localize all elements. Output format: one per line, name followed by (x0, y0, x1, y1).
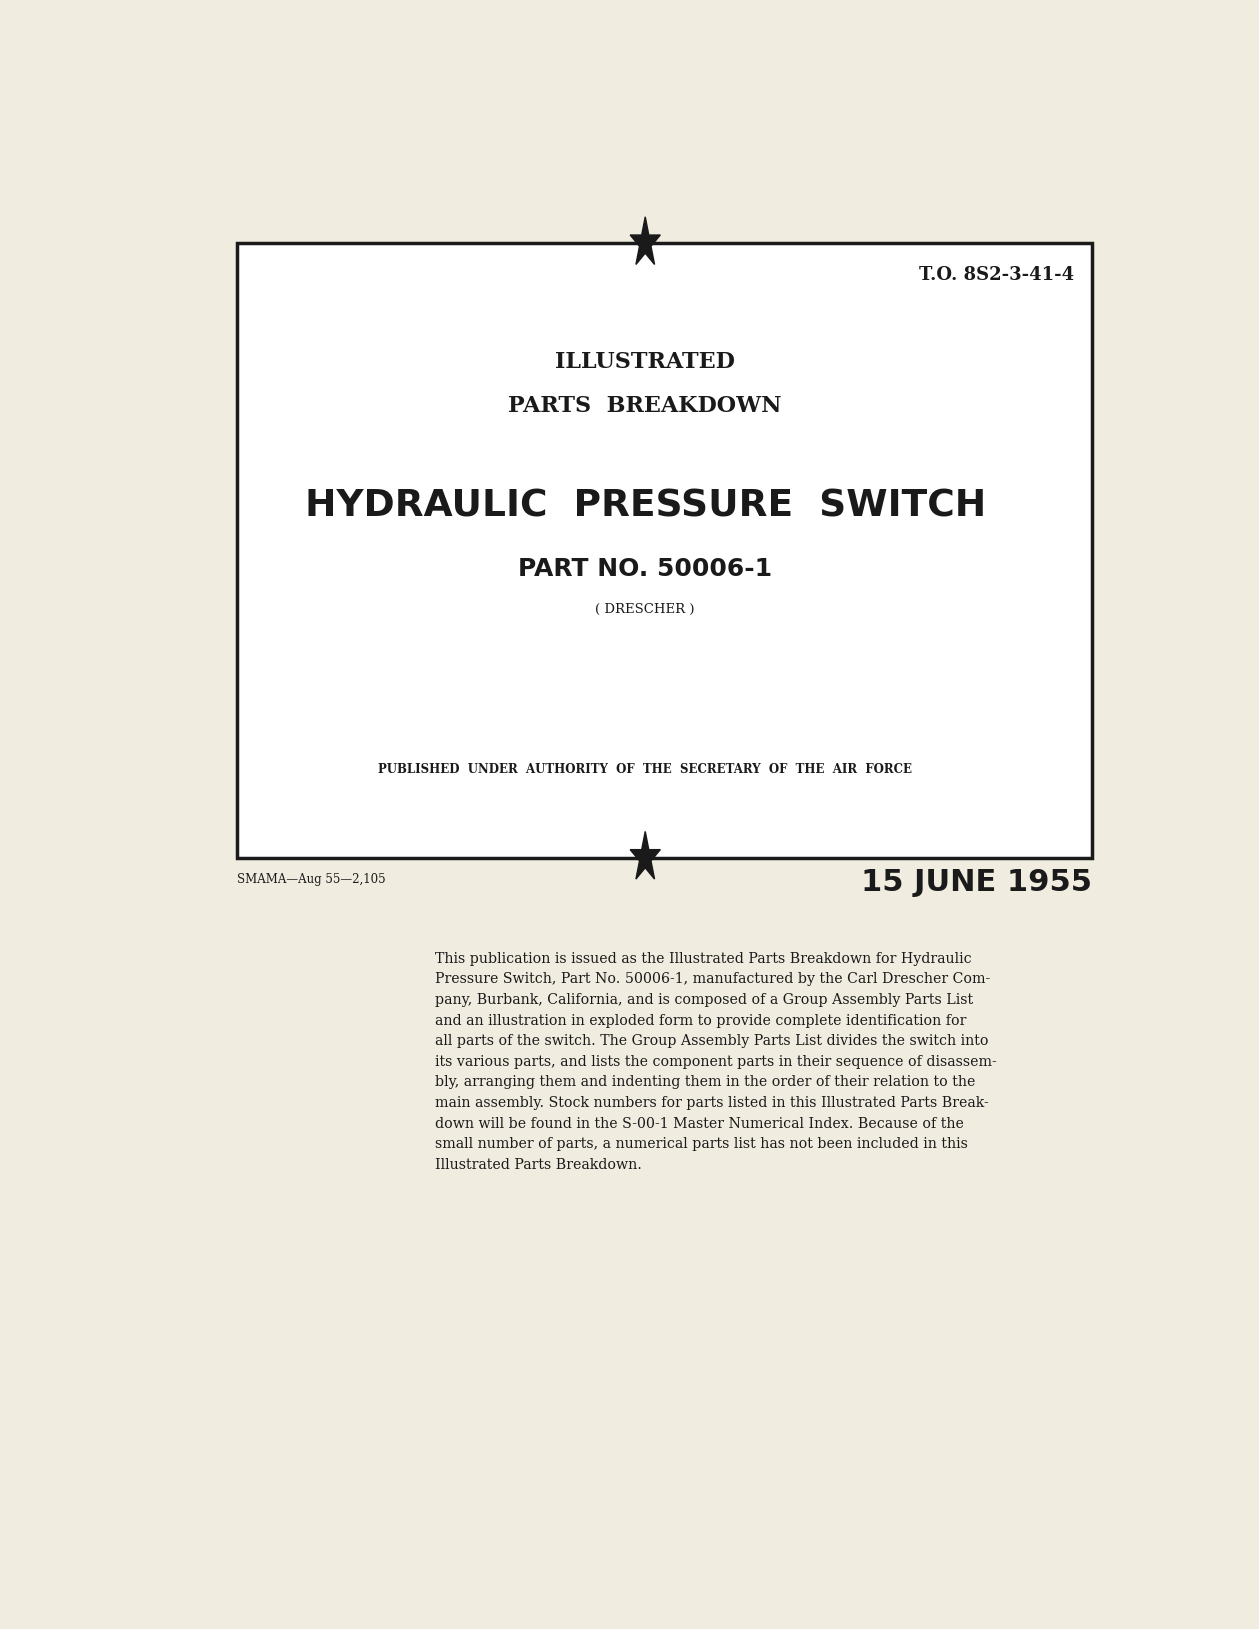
Text: ILLUSTRATED: ILLUSTRATED (555, 352, 735, 373)
Text: PART NO. 50006-1: PART NO. 50006-1 (519, 557, 772, 582)
Text: This publication is issued as the Illustrated Parts Breakdown for Hydraulic
Pres: This publication is issued as the Illust… (436, 951, 997, 1171)
Text: PARTS  BREAKDOWN: PARTS BREAKDOWN (509, 396, 782, 417)
Text: SMAMA—Aug 55—2,105: SMAMA—Aug 55—2,105 (238, 873, 387, 886)
Polygon shape (631, 831, 660, 880)
Text: ( DRESCHER ): ( DRESCHER ) (596, 603, 695, 616)
Polygon shape (631, 217, 660, 264)
Text: 15 JUNE 1955: 15 JUNE 1955 (861, 868, 1092, 898)
Text: HYDRAULIC  PRESSURE  SWITCH: HYDRAULIC PRESSURE SWITCH (305, 489, 986, 525)
Text: PUBLISHED  UNDER  AUTHORITY  OF  THE  SECRETARY  OF  THE  AIR  FORCE: PUBLISHED UNDER AUTHORITY OF THE SECRETA… (378, 764, 913, 777)
Bar (238, 243, 1092, 858)
Text: T.O. 8S2-3-41-4: T.O. 8S2-3-41-4 (919, 266, 1075, 283)
